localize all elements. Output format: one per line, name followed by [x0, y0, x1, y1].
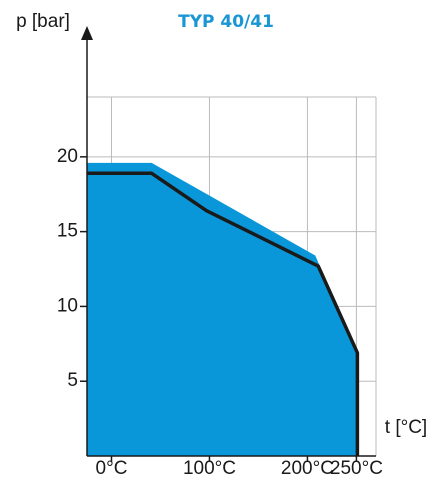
y-axis-arrow [81, 26, 93, 40]
y-tick-label: 5 [67, 370, 78, 391]
x-tick-label: 250°C [330, 458, 383, 479]
y-tick-label: 15 [57, 221, 78, 242]
x-axis-label: t [°C] [385, 417, 427, 438]
area [87, 162, 358, 457]
x-tick-label: 0°C [96, 458, 128, 479]
y-tick-label: 20 [57, 146, 78, 167]
chart-title: TYP 40/41 [178, 12, 274, 32]
y-axis-label: p [bar] [16, 11, 70, 32]
x-tick-label: 200°C [281, 458, 334, 479]
line [87, 171, 360, 456]
y-tick-label: 10 [57, 295, 78, 316]
x-tick-label: 100°C [183, 458, 236, 479]
